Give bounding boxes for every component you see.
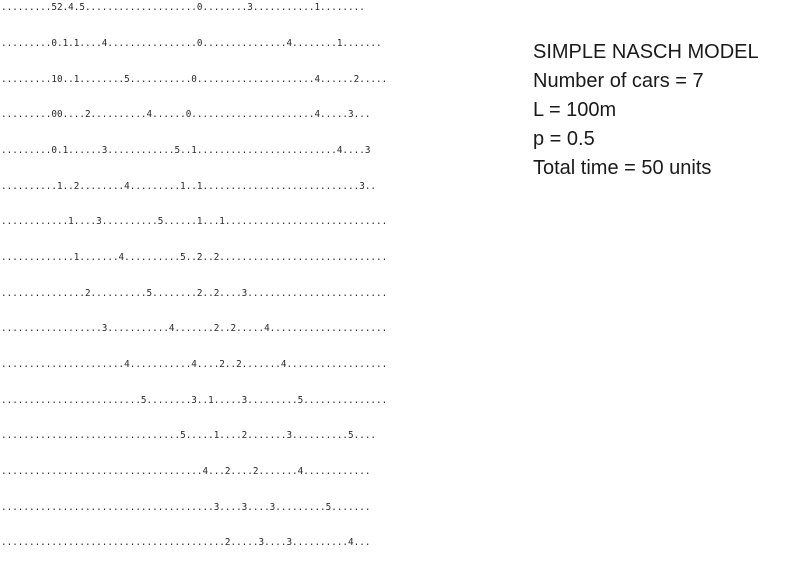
road-length-text: L = 100m (533, 99, 617, 121)
simulation-grid: .........52.4.5....................0....… (1, 2, 388, 548)
simulation-row: ..........1..2........4.........1..1....… (1, 181, 377, 192)
model-title: SIMPLE NASCH MODEL (533, 41, 759, 63)
simulation-row: ......................................3.… (1, 502, 371, 513)
simulation-row: .........................5........3..1..… (1, 395, 388, 406)
info-panel: SIMPLE NASCH MODEL Number of cars = 7 L … (533, 38, 795, 183)
simulation-row: ........................................… (1, 537, 371, 548)
simulation-row: .........0.1......3............5..1.....… (1, 145, 371, 156)
simulation-row: ...............2..........5........2..2.… (1, 288, 388, 299)
simulation-row: .........0.1.1....4................0....… (1, 38, 382, 49)
car-count-text: Number of cars = 7 (533, 70, 704, 92)
simulation-row: ..................3...........4.......2.… (1, 323, 388, 334)
simulation-row: ....................................4...… (1, 466, 371, 477)
simulation-row: .........00....2..........4......0......… (1, 109, 371, 120)
simulation-row: .........10..1........5...........0.....… (1, 74, 388, 85)
simulation-row: ......................4...........4....2… (1, 359, 388, 370)
simulation-row: .............1.......4..........5..2..2.… (1, 252, 388, 263)
probability-text: p = 0.5 (533, 128, 595, 150)
simulation-row: ................................5.....1.… (1, 430, 377, 441)
total-time-text: Total time = 50 units (533, 157, 712, 179)
simulation-row: ............1....3..........5......1...1… (1, 216, 388, 227)
simulation-row: .........52.4.5....................0....… (1, 2, 365, 13)
